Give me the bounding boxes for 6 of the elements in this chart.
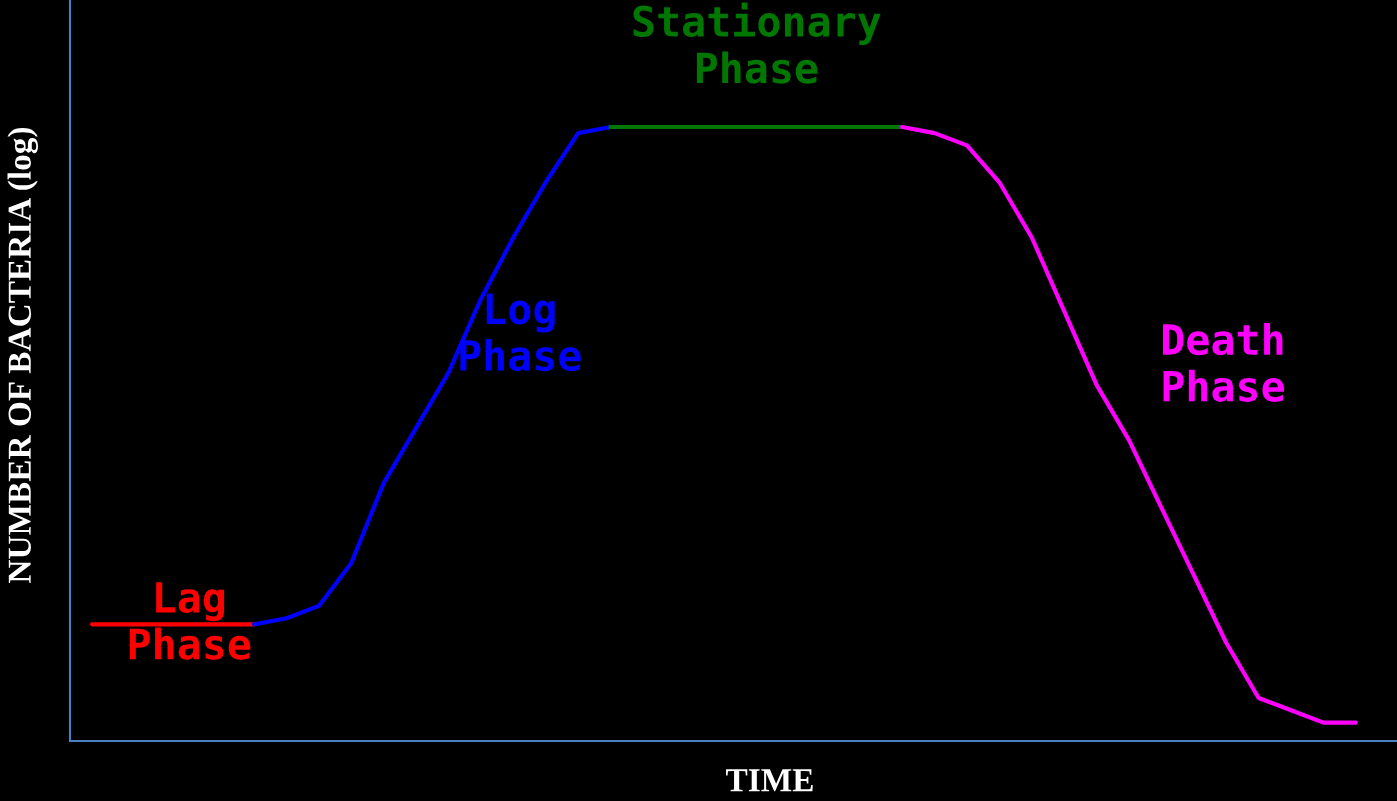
series-label: Stationary Phase [633, 2, 881, 84]
series-label: Log Phase [460, 293, 581, 372]
series-label: Death Phase [1163, 322, 1284, 402]
x-axis-title: TIME [726, 769, 813, 792]
y-axis-title: NUMBER OF BACTERIA (log) [7, 127, 38, 583]
series-label: Lag Phase [129, 582, 251, 660]
